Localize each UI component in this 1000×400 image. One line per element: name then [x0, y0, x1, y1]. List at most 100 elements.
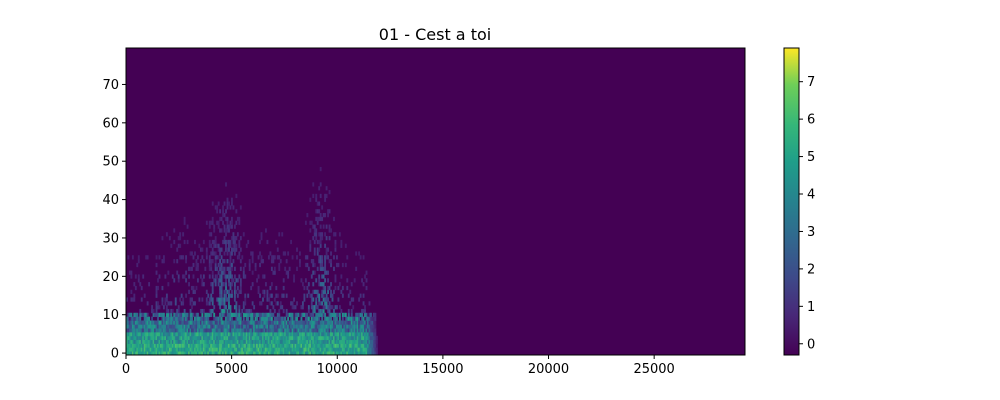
- heatmap-cell: [304, 339, 307, 344]
- heatmap-cell: [278, 316, 281, 321]
- heatmap-cell: [168, 339, 171, 344]
- heatmap-cell: [297, 347, 300, 352]
- heatmap-cell: [374, 335, 377, 341]
- heatmap-cell: [233, 297, 236, 302]
- heatmap-cell: [269, 331, 272, 337]
- heatmap-cell: [226, 259, 229, 264]
- heatmap-cell: [229, 243, 232, 248]
- heatmap-cell: [276, 255, 279, 260]
- heatmap-cell: [356, 351, 359, 355]
- heatmap-cell: [238, 274, 241, 279]
- heatmap-cell: [331, 343, 334, 348]
- heatmap-cell: [346, 343, 349, 348]
- heatmap-cell: [236, 216, 239, 222]
- heatmap-cell: [205, 312, 208, 318]
- heatmap-cell: [231, 282, 233, 287]
- heatmap-cell: [160, 324, 162, 329]
- heatmap-cell: [368, 324, 371, 329]
- heatmap-cell: [173, 347, 176, 352]
- heatmap-cell: [336, 320, 338, 325]
- heatmap-cell: [346, 339, 349, 344]
- heatmap-cell: [272, 312, 275, 318]
- heatmap-cell: [137, 351, 140, 355]
- heatmap-cell: [269, 308, 272, 314]
- heatmap-cell: [251, 282, 254, 287]
- heatmap-cell: [251, 312, 254, 318]
- heatmap-cell: [331, 312, 334, 318]
- heatmap-cell: [334, 331, 337, 337]
- heatmap-cell: [287, 335, 290, 341]
- heatmap-cell: [201, 339, 204, 344]
- heatmap-cell: [256, 331, 259, 337]
- heatmap-cell: [137, 274, 140, 279]
- heatmap-cell: [319, 266, 322, 271]
- heatmap-cell: [319, 166, 322, 172]
- heatmap-cell: [338, 328, 341, 333]
- heatmap-cell: [192, 347, 195, 352]
- heatmap-cell: [192, 339, 195, 344]
- heatmap-cell: [179, 343, 182, 348]
- heatmap-cell: [304, 343, 307, 348]
- heatmap-cell: [176, 316, 179, 321]
- heatmap-cell: [231, 216, 233, 222]
- heatmap-cell: [322, 213, 325, 218]
- heatmap-cell: [155, 305, 158, 310]
- heatmap-cell: [259, 324, 261, 329]
- heatmap-cell: [219, 228, 222, 233]
- heatmap-cell: [223, 251, 226, 256]
- heatmap-cell: [226, 347, 229, 352]
- heatmap-cell: [270, 312, 273, 318]
- heatmap-cell: [294, 347, 297, 352]
- heatmap-cell: [370, 316, 372, 321]
- heatmap-cell: [210, 312, 213, 318]
- heatmap-cell: [322, 335, 325, 341]
- heatmap-cell: [336, 343, 338, 348]
- heatmap-cell: [296, 343, 298, 348]
- heatmap-cell: [244, 347, 247, 352]
- colorbar-tick-label: 5: [807, 150, 815, 165]
- heatmap-cell: [196, 335, 199, 341]
- heatmap-cell: [362, 328, 365, 333]
- heatmap-cell: [315, 328, 318, 333]
- heatmap-cell: [164, 331, 167, 337]
- heatmap-cell: [207, 316, 210, 321]
- heatmap-cell: [128, 351, 131, 355]
- heatmap-cell: [253, 343, 256, 348]
- heatmap-cell: [265, 228, 267, 233]
- heatmap-cell: [174, 339, 177, 344]
- heatmap-cell: [349, 347, 352, 352]
- heatmap-cell: [312, 328, 315, 333]
- heatmap-cell: [281, 305, 284, 310]
- heatmap-cell: [312, 308, 315, 314]
- heatmap-cell: [192, 343, 195, 348]
- heatmap-cell: [183, 347, 186, 352]
- heatmap-cell: [270, 255, 273, 260]
- heatmap-cell: [180, 343, 183, 348]
- heatmap-cell: [291, 305, 294, 310]
- heatmap-cell: [154, 320, 156, 325]
- heatmap-cell: [273, 270, 276, 275]
- heatmap-cell: [189, 347, 192, 352]
- heatmap-cell: [328, 347, 331, 352]
- heatmap-cell: [204, 335, 207, 341]
- heatmap-cell: [195, 324, 198, 329]
- heatmap-cell: [251, 324, 254, 329]
- heatmap-cell: [196, 255, 199, 260]
- heatmap-cell: [192, 274, 195, 279]
- heatmap-cell: [310, 316, 313, 321]
- heatmap-cell: [236, 335, 239, 341]
- heatmap-cell: [336, 262, 338, 268]
- heatmap-cell: [324, 335, 327, 341]
- heatmap-cell: [127, 328, 130, 333]
- heatmap-cell: [367, 343, 369, 348]
- heatmap-cell: [304, 316, 307, 321]
- heatmap-cell: [130, 328, 133, 333]
- heatmap-cell: [362, 331, 365, 337]
- heatmap-cell: [358, 312, 361, 318]
- heatmap-cell: [338, 312, 341, 318]
- heatmap-cell: [324, 320, 327, 325]
- heatmap-cell: [330, 339, 332, 344]
- heatmap-cell: [275, 351, 278, 355]
- heatmap-cell: [228, 335, 230, 341]
- heatmap-cell: [207, 351, 210, 355]
